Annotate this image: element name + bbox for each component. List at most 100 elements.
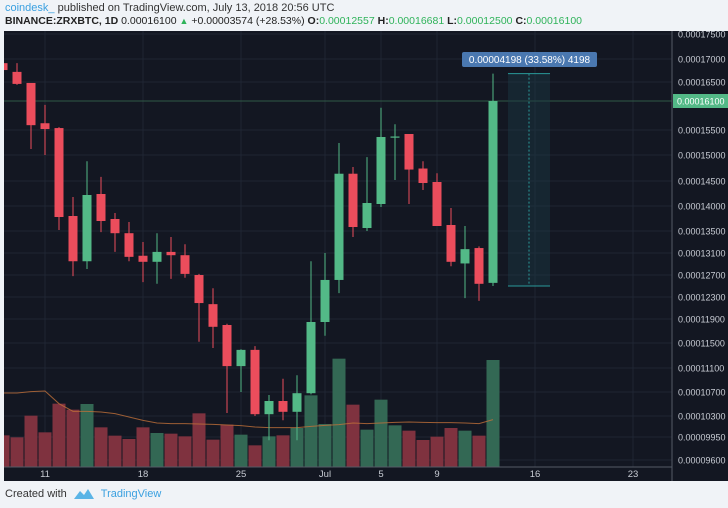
volume-bar — [374, 399, 388, 467]
volume-bar — [220, 424, 234, 467]
volume-ma-line — [4, 390, 494, 429]
volume-bar — [262, 436, 276, 467]
candle-body — [390, 136, 400, 138]
candle-body — [418, 168, 428, 183]
price-tick-label: 0.00015000 — [678, 151, 726, 161]
price-tick-label: 0.00014000 — [678, 202, 726, 212]
volume-bars — [4, 358, 500, 467]
candle-body — [26, 82, 36, 126]
price-tick-label: 0.00017000 — [678, 55, 726, 65]
tradingview-link[interactable]: TradingView — [100, 488, 162, 500]
candle-body — [82, 195, 92, 262]
measure-label: 0.00004198 (33.58%) 4198 — [469, 55, 591, 66]
candle-body — [306, 322, 316, 394]
measure-tool[interactable]: 0.00004198 (33.58%) 4198 — [462, 52, 597, 287]
candle-body — [138, 255, 148, 262]
volume-bar — [192, 413, 206, 467]
price-tick-label: 0.00012300 — [678, 293, 726, 303]
volume-bar — [150, 433, 164, 467]
price-tick-label: 0.00011900 — [678, 315, 725, 325]
volume-bar — [332, 358, 346, 467]
time-axis[interactable]: 11 18 25 Jul 5 9 16 23 — [40, 469, 638, 480]
volume-bar — [24, 415, 38, 467]
candle-body — [432, 182, 442, 226]
candle-body — [54, 128, 64, 217]
candle-body — [474, 248, 484, 284]
candle-body — [40, 123, 50, 130]
volume-bar — [290, 428, 304, 467]
price-tick-label: 0.00016500 — [678, 78, 726, 88]
price-tick-label: 0.00010300 — [678, 412, 726, 422]
last-price: 0.00016100 — [121, 15, 177, 27]
price-tick-label: 0.00015500 — [678, 126, 726, 136]
candle-body — [208, 304, 218, 327]
volume-bar — [416, 440, 430, 467]
candle-body — [376, 137, 386, 204]
date-tick-label: 16 — [530, 469, 541, 480]
volume-bar — [346, 404, 360, 467]
created-with-text: Created with — [5, 488, 67, 500]
volume-bar — [486, 360, 500, 467]
candle-body — [460, 249, 470, 264]
candle-body — [278, 401, 288, 412]
volume-bar — [444, 428, 458, 467]
candle-body — [194, 275, 204, 304]
footer: Created with TradingView — [5, 488, 161, 500]
price-tick-label: 0.00017500 — [678, 30, 726, 40]
date-tick-label: 11 — [40, 469, 50, 480]
symbol-legend: BINANCE:ZRXBTC, 1D 0.00016100 ▲ +0.00003… — [5, 15, 582, 27]
high-value: 0.00016681 — [388, 15, 445, 27]
close-label: C: — [515, 15, 527, 27]
volume-bar — [136, 427, 150, 467]
candle-body — [222, 325, 232, 367]
volume-bar — [248, 445, 262, 467]
close-value: 0.00016100 — [526, 15, 583, 27]
volume-bar — [122, 439, 136, 467]
candles — [4, 63, 498, 441]
open-label: O: — [307, 15, 320, 27]
current-price-tag — [673, 94, 728, 108]
volume-bar — [108, 435, 122, 467]
author-link[interactable]: coindesk_ — [5, 2, 55, 14]
volume-bar — [66, 409, 80, 467]
candle-body — [96, 194, 106, 221]
low-label: L: — [447, 15, 458, 27]
candle-body — [12, 71, 22, 84]
volume-bar — [178, 436, 192, 467]
date-tick-label: 18 — [138, 469, 149, 480]
volume-bar — [402, 430, 416, 467]
tradingview-logo-icon — [73, 489, 94, 499]
candle-body — [68, 216, 78, 262]
candle-body — [264, 401, 274, 415]
candle-body — [362, 203, 372, 228]
date-tick-label: 23 — [628, 469, 639, 480]
volume-bar — [80, 404, 94, 467]
volume-bar — [4, 435, 10, 467]
price-tick-label: 0.00013500 — [678, 227, 726, 237]
volume-bar — [276, 435, 290, 467]
open-value: 0.00012557 — [319, 15, 375, 27]
volume-bar — [38, 432, 52, 467]
candle-body — [124, 233, 134, 257]
candle-body — [236, 349, 246, 367]
volume-bar — [318, 424, 332, 467]
volume-bar — [472, 435, 486, 467]
price-tick-label: 0.00009950 — [678, 433, 726, 443]
price-tick-label: 0.00011100 — [678, 364, 724, 374]
up-triangle-icon: ▲ — [179, 16, 189, 26]
published-text: published on TradingView.com, July 13, 2… — [57, 2, 335, 14]
candle-body — [180, 255, 190, 274]
candle-body — [292, 393, 302, 412]
candle-body — [334, 173, 344, 280]
date-tick-label: 25 — [236, 469, 247, 480]
price-tick-label: 0.00011500 — [678, 339, 725, 349]
price-tick-label: 0.00009600 — [678, 456, 726, 466]
price-axis[interactable]: 0.00017500 0.00017000 0.00016500 0.00015500… — [673, 30, 728, 466]
candle-body — [446, 225, 456, 262]
volume-bar — [94, 427, 108, 467]
candle-body — [152, 251, 162, 262]
price-tick-label: 0.00012700 — [678, 271, 726, 281]
volume-bar — [10, 437, 24, 467]
candle-body — [4, 63, 8, 71]
